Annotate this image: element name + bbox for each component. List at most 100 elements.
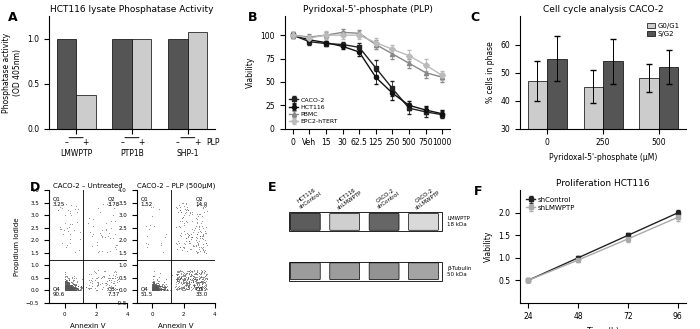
Point [181,270,193,275]
Point [64,287,76,292]
Point [60,283,71,288]
Point [174,277,186,282]
Point [64,282,75,287]
Point [63,286,74,291]
Point [62,287,74,292]
Point [60,281,71,287]
Point [172,275,183,280]
Point [62,279,73,285]
Point [153,286,164,291]
Point [192,269,203,275]
Point [69,281,80,286]
Point [62,286,73,291]
Point [60,285,71,290]
Point [61,286,72,291]
Point [152,287,163,292]
Point [151,287,162,292]
Point [61,280,72,285]
Point [59,282,70,288]
Point [180,207,191,212]
Point [64,285,76,290]
Point [172,287,183,292]
X-axis label: Time (h): Time (h) [587,327,619,329]
Point [60,288,71,293]
Point [147,285,158,290]
Point [182,230,193,235]
Point [176,276,188,282]
Point [198,284,209,290]
Text: –: – [64,138,69,147]
Point [174,275,186,281]
Point [179,231,190,236]
Point [188,279,199,284]
Point [199,279,210,284]
Point [196,282,207,287]
Point [61,287,72,292]
Point [196,280,207,285]
Point [65,286,76,291]
Point [62,286,73,291]
Point [62,288,73,293]
Point [59,285,70,290]
Point [92,280,103,285]
Text: β-Tubulin
50 kDa: β-Tubulin 50 kDa [447,266,472,277]
Point [91,280,102,285]
Point [147,287,158,292]
Point [185,270,196,275]
Point [60,285,71,291]
Point [143,226,154,231]
Point [189,270,200,275]
Point [147,286,158,291]
Point [64,288,76,293]
Bar [57,39,76,129]
Point [176,285,188,290]
Point [69,287,80,292]
Point [148,285,159,290]
Point [150,287,161,292]
Point [147,288,158,293]
Point [60,285,71,290]
Point [92,282,103,287]
Point [148,284,160,289]
Point [154,284,165,290]
Point [64,288,76,293]
Point [64,282,75,288]
Point [148,287,159,292]
Point [103,275,114,280]
Point [60,286,71,291]
Point [62,280,73,286]
Point [63,284,74,289]
Point [108,236,119,241]
Point [74,287,85,292]
Point [148,285,159,290]
Point [62,286,73,291]
Point [62,287,74,292]
Point [69,288,80,293]
Point [60,287,71,292]
Point [110,268,121,274]
Point [60,287,71,292]
Y-axis label: Viability: Viability [484,231,493,262]
Point [195,269,206,274]
Point [198,274,209,279]
Point [59,287,70,292]
Point [147,278,158,284]
Point [57,201,69,207]
Point [62,280,74,285]
Point [148,281,160,286]
Point [87,223,98,228]
Point [151,288,162,293]
Point [190,286,202,291]
Point [60,285,71,290]
Point [153,286,164,291]
Point [89,277,100,283]
Point [60,287,71,292]
Point [64,283,75,288]
Point [60,286,71,291]
Point [105,218,116,224]
Point [174,232,186,238]
Point [150,288,162,293]
Point [62,281,73,286]
Point [183,271,195,276]
Point [183,280,194,286]
